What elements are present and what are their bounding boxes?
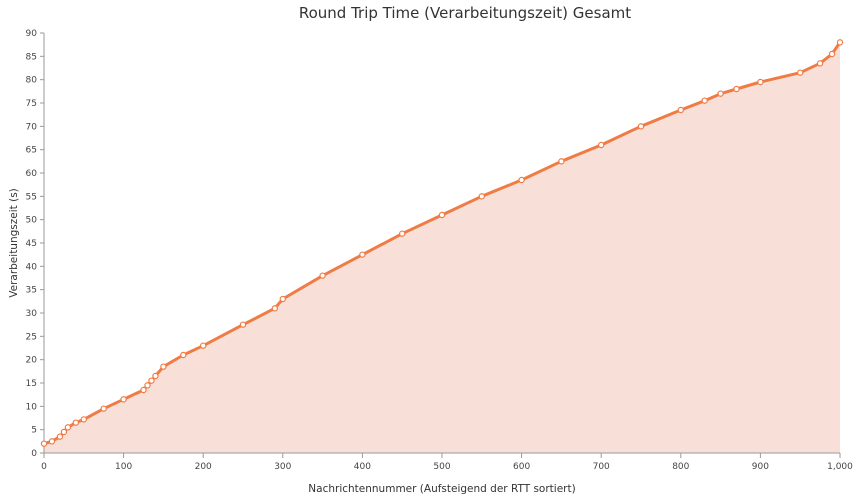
data-point [828,50,836,58]
data-point [160,363,167,370]
y-tick-label: 35 [26,286,37,296]
y-tick-label: 25 [26,332,37,342]
data-point [438,211,446,219]
x-tick-label: 900 [752,462,769,472]
y-tick-label: 75 [26,99,37,109]
data-point [100,405,107,412]
y-tick-label: 85 [26,52,37,62]
x-tick-label: 600 [513,462,530,472]
y-tick-label: 30 [26,309,38,319]
x-tick-label: 1,000 [827,462,853,472]
area-layer [44,42,840,454]
data-point [64,424,72,431]
data-point [279,295,286,303]
data-point [40,440,48,447]
data-point [478,193,485,200]
data-point [677,106,685,114]
data-point [152,372,159,380]
y-tick-label: 80 [26,76,38,86]
data-point [148,377,155,384]
data-point [48,438,56,445]
chart-title: Round Trip Time (Verarbeitungszeit) Gesa… [298,4,632,22]
x-tick-label: 100 [115,462,132,472]
y-tick-label: 10 [26,402,38,412]
data-point [199,342,207,349]
y-tick-label: 90 [26,29,38,39]
data-point [637,123,645,130]
y-tick-label: 40 [26,262,38,272]
data-point [319,272,326,279]
data-point [80,416,88,423]
data-point [733,85,740,93]
y-tick-label: 15 [26,379,37,389]
x-tick-label: 200 [195,462,212,472]
data-point [180,351,187,359]
y-tick-label: 65 [26,146,37,156]
y-axis-title: Verarbeitungszeit (s) [8,188,20,298]
x-tick-label: 700 [593,462,610,472]
y-tick-label: 45 [26,239,37,249]
data-point [359,251,366,258]
data-point [558,158,565,165]
data-point [757,78,764,86]
x-tick-label: 400 [354,462,371,472]
y-tick-label: 55 [26,192,37,202]
y-tick-label: 5 [31,426,37,436]
y-tick-label: 0 [31,449,37,459]
x-tick-label: 500 [433,462,450,472]
x-tick-label: 800 [672,462,689,472]
data-point [717,90,724,97]
data-point [120,396,127,403]
data-point [60,428,68,436]
series-layer [40,39,844,447]
series-area [44,42,840,454]
data-point [56,433,64,440]
data-point [144,382,151,389]
x-axis-title: Nachrichtennummer (Aufsteigend der RTT s… [308,483,575,495]
data-point [399,230,406,237]
data-point [598,141,605,149]
data-point [72,419,80,426]
data-point [701,97,708,104]
data-point [836,39,844,46]
data-point [239,321,247,328]
y-tick-label: 20 [26,356,38,366]
y-tick-label: 70 [26,122,38,132]
data-point [797,69,804,76]
x-tick-label: 300 [274,462,291,472]
data-point [518,176,525,184]
data-point [140,386,147,394]
x-tick-label: 0 [41,462,47,472]
data-point [816,60,824,67]
data-point [271,305,279,312]
y-tick-label: 50 [26,216,38,226]
y-tick-label: 60 [26,169,38,179]
